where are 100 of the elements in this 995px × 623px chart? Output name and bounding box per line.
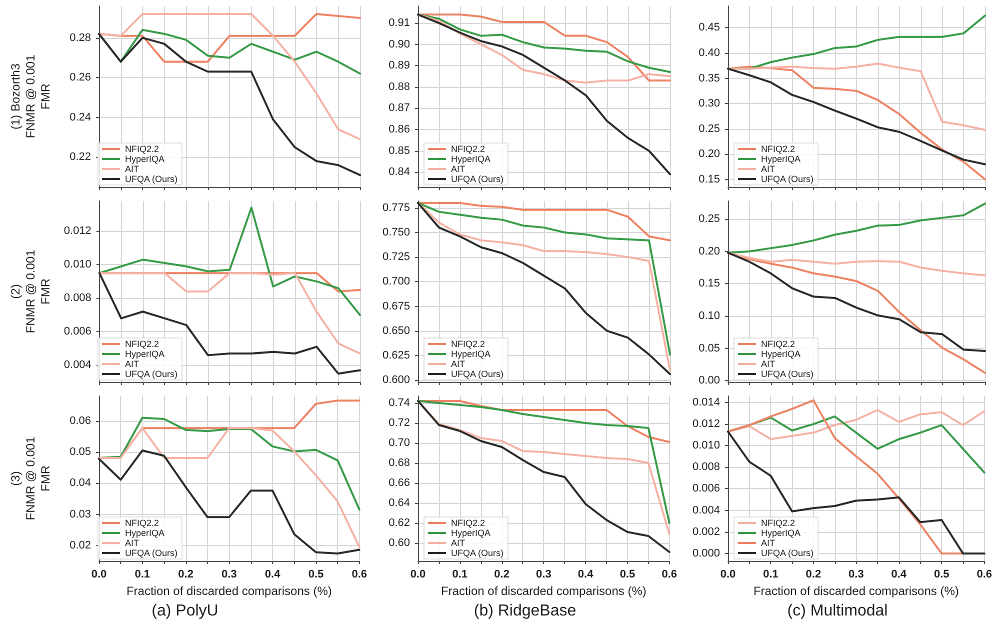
legend-label: NFIQ2.2 <box>761 518 796 528</box>
y-tick-label: 0.004 <box>692 504 720 516</box>
legend-label: UFQA (Ours) <box>761 174 814 184</box>
y-tick-label: 0.28 <box>70 32 91 44</box>
y-tick-label: 0.008 <box>64 292 92 304</box>
y-tick-label: 0.006 <box>692 482 720 495</box>
y-tick-label: 0.35 <box>698 72 720 84</box>
x-tick-label: 0.4 <box>891 568 908 580</box>
y-tick-label: 0.30 <box>698 98 720 110</box>
y-tick-label: 0.004 <box>64 359 92 372</box>
y-tick-label: 0.70 <box>388 437 410 449</box>
y-tick-label: 0.000 <box>692 547 720 560</box>
y-tick-label: 0.03 <box>70 508 91 520</box>
y-tick-label: 0.24 <box>70 111 91 124</box>
x-tick-label: 0.2 <box>806 568 822 580</box>
line-series <box>417 202 671 242</box>
line-series <box>417 400 670 443</box>
legend-label: HyperIQA <box>761 154 801 164</box>
legend-label: UFQA (Ours) <box>761 369 814 379</box>
legend-label: HyperIQA <box>125 528 165 538</box>
legend-label: NFIQ2.2 <box>451 518 486 528</box>
legend-label: AIT <box>761 359 776 369</box>
legend-label: AIT <box>125 538 140 548</box>
y-tick-label: 0.10 <box>698 310 720 322</box>
legend-label: UFQA (Ours) <box>451 548 504 558</box>
line-series <box>727 252 986 276</box>
legend-label: UFQA (Ours) <box>761 548 814 558</box>
y-tick-label: 0.86 <box>388 124 410 136</box>
x-tick-label: 0.3 <box>536 568 552 580</box>
legend-label: AIT <box>451 164 466 174</box>
text: (c) Multimodal <box>787 602 888 620</box>
y-tick-label: 0.775 <box>382 202 410 214</box>
legend-label: UFQA (Ours) <box>451 369 504 379</box>
y-tick-label: 0.014 <box>692 396 720 408</box>
y-tick-label: 0.20 <box>698 148 720 160</box>
y-axis-title: (3) FNMR @ 0.001 FMR <box>8 436 52 520</box>
y-tick-label: 0.010 <box>64 258 92 271</box>
x-tick-label: 0.6 <box>352 568 368 580</box>
legend-label: NFIQ2.2 <box>125 339 160 349</box>
legend-label: HyperIQA <box>761 349 801 359</box>
x-tick-label: 0.0 <box>720 568 736 580</box>
y-tick-label: 0.06 <box>70 414 91 427</box>
y-tick-label: 0.90 <box>388 38 410 50</box>
y-tick-label: 0.012 <box>64 225 92 238</box>
y-tick-label: 0.010 <box>692 440 720 452</box>
legend-label: HyperIQA <box>125 154 165 164</box>
y-tick-label: 0.25 <box>698 122 720 135</box>
y-tick-label: 0.89 <box>388 60 410 72</box>
y-tick-label: 0.05 <box>698 342 720 354</box>
y-tick-label: 0.91 <box>388 17 410 30</box>
y-tick-label: 0.675 <box>382 300 410 312</box>
x-tick-label: 0.3 <box>848 568 864 580</box>
y-tick-label: 0.00 <box>698 374 720 387</box>
y-tick-label: 0.74 <box>388 397 410 409</box>
x-tick-label: 0.6 <box>976 568 992 580</box>
x-tick-label: 0.1 <box>452 568 468 580</box>
line-series <box>98 12 361 140</box>
line-series <box>727 62 986 131</box>
legend-label: HyperIQA <box>451 349 491 359</box>
y-tick-label: 0.45 <box>698 22 720 34</box>
y-tick-label: 0.72 <box>388 417 410 429</box>
y-tick-label: 0.40 <box>698 47 720 60</box>
legend-label: HyperIQA <box>761 528 801 538</box>
legend-label: HyperIQA <box>451 154 491 164</box>
line-series <box>727 202 986 254</box>
x-axis-title: Fraction of discarded comparisons (%) <box>440 584 646 598</box>
legend-label: NFIQ2.2 <box>761 339 796 349</box>
y-tick-label: 0.650 <box>382 324 410 337</box>
y-tick-label: 0.05 <box>70 446 91 458</box>
y-tick-label: 0.20 <box>698 245 720 258</box>
line-series <box>417 14 671 176</box>
legend-label: AIT <box>761 538 776 548</box>
y-tick-label: 0.85 <box>388 144 410 157</box>
x-tick-label: 0.4 <box>578 568 594 580</box>
x-tick-label: 0.1 <box>763 568 778 580</box>
x-tick-label: 0.0 <box>91 568 107 580</box>
y-tick-label: 0.87 <box>388 102 410 114</box>
legend-label: AIT <box>125 359 140 369</box>
legend-label: HyperIQA <box>451 528 491 538</box>
y-tick-label: 0.725 <box>382 251 410 264</box>
y-tick-label: 0.600 <box>382 374 410 386</box>
x-tick-label: 0.2 <box>178 568 194 580</box>
y-tick-label: 0.60 <box>388 537 410 549</box>
y-axis-title: (2) FNMR @ 0.001 FMR <box>8 249 52 334</box>
x-tick-label: 0.2 <box>494 568 510 580</box>
text: (a) PolyU <box>152 602 218 620</box>
x-tick-label: 0.6 <box>662 568 678 580</box>
y-tick-label: 0.88 <box>388 80 410 93</box>
legend-label: NFIQ2.2 <box>451 144 486 154</box>
y-tick-label: 0.68 <box>388 457 410 469</box>
x-tick-label: 0.1 <box>134 568 150 580</box>
y-tick-label: 0.15 <box>698 278 720 290</box>
legend-label: UFQA (Ours) <box>125 548 178 558</box>
legend-label: AIT <box>761 164 776 174</box>
y-tick-label: 0.02 <box>70 539 91 552</box>
legend-label: UFQA (Ours) <box>451 174 504 184</box>
y-tick-label: 0.006 <box>64 326 92 338</box>
line-series <box>727 252 986 352</box>
x-axis-title: Fraction of discarded comparisons (%) <box>126 584 332 598</box>
y-tick-label: 0.750 <box>382 226 410 238</box>
